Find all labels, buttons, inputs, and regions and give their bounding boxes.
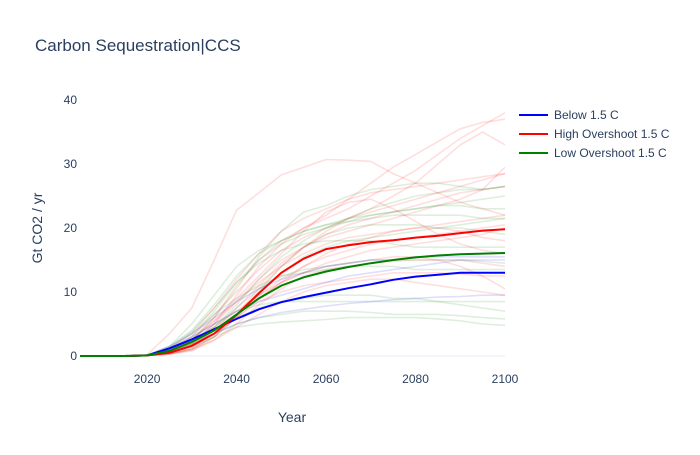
legend[interactable]: Below 1.5 C High Overshoot 1.5 C Low Overs… <box>519 108 670 160</box>
y-axis-title: Gt CO2 / yr <box>29 192 45 263</box>
x-tick-label: 2060 <box>313 372 340 386</box>
legend-item[interactable]: Low Overshoot 1.5 C <box>519 146 667 160</box>
y-tick-label: 30 <box>64 157 78 171</box>
scenario-line <box>80 158 506 357</box>
x-tick-label: 2080 <box>402 372 429 386</box>
legend-item[interactable]: Below 1.5 C <box>519 108 619 122</box>
y-tick-label: 40 <box>64 93 78 107</box>
y-tick-label: 0 <box>70 349 77 363</box>
x-axis-ticks: 2020 2040 2060 2080 2100 <box>134 372 519 386</box>
y-tick-label: 20 <box>64 221 78 235</box>
x-tick-label: 2100 <box>492 372 519 386</box>
legend-label: High Overshoot 1.5 C <box>554 127 670 141</box>
y-tick-label: 10 <box>64 285 78 299</box>
y-axis-ticks: 0 10 20 30 40 <box>64 93 78 363</box>
chart-title: Carbon Sequestration|CCS <box>35 36 241 55</box>
legend-item[interactable]: High Overshoot 1.5 C <box>519 127 670 141</box>
median-series-lines <box>80 228 506 357</box>
x-axis-title: Year <box>278 409 307 425</box>
grid-lines <box>80 99 505 357</box>
x-tick-label: 2040 <box>223 372 250 386</box>
legend-label: Low Overshoot 1.5 C <box>554 146 667 160</box>
x-tick-label: 2020 <box>134 372 161 386</box>
legend-label: Below 1.5 C <box>554 108 619 122</box>
series-line <box>80 252 506 357</box>
